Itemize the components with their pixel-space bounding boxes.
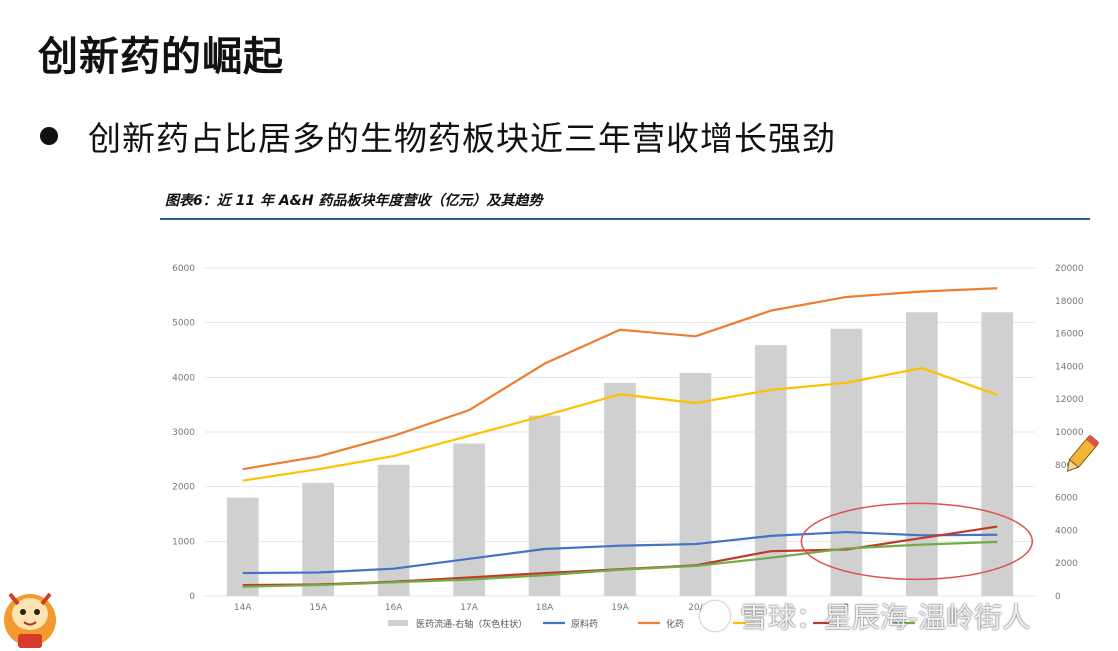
y-right-tick-label: 0: [1055, 592, 1061, 602]
slide-title: 创新药的崛起: [38, 34, 284, 80]
y-left-tick-label: 4000: [172, 373, 195, 383]
y-right-tick-label: 12000: [1055, 395, 1084, 405]
y-right-tick-label: 20000: [1055, 264, 1084, 274]
legend-label: 原料药: [571, 618, 598, 630]
series-line: [242, 287, 998, 471]
figure-rule: [160, 218, 1090, 220]
bar: [981, 312, 1014, 596]
y-left-tick-label: 2000: [172, 483, 195, 493]
x-tick-label: 19A: [611, 603, 629, 613]
y-right-tick-label: 18000: [1055, 297, 1084, 307]
x-tick-label: 16A: [385, 603, 403, 613]
y-left-tick-label: 6000: [172, 264, 195, 274]
bar: [528, 415, 561, 596]
bar: [830, 328, 863, 596]
bar: [604, 382, 636, 596]
x-tick-label: 20/: [688, 603, 703, 613]
y-right-tick-label: 14000: [1055, 362, 1084, 372]
x-tick-label: 18A: [536, 603, 554, 613]
legend-swatch: [388, 620, 408, 626]
y-left-tick-label: 3000: [172, 428, 195, 438]
annotation-ellipse: [800, 502, 1034, 581]
pencil-icon: [1066, 435, 1100, 472]
bar: [453, 443, 485, 596]
x-tick-label: 15A: [309, 603, 327, 613]
legend-label: 化药: [666, 618, 684, 630]
y-right-tick-label: 4000: [1055, 526, 1078, 536]
x-tick-label: 2: [843, 603, 849, 613]
y-right-tick-label: 8000: [1055, 461, 1078, 471]
series-line: [242, 366, 998, 482]
dragon-mascot-icon: [4, 592, 56, 648]
bullet-point: 创新药占比居多的生物药板块近三年营收增长强劲: [40, 112, 836, 160]
bullet-dot: [40, 127, 58, 145]
series-line: [242, 540, 998, 588]
y-left-tick-label: 5000: [172, 319, 195, 329]
bar: [905, 312, 938, 596]
figure-caption: 图表6：近 11 年 A&H 药品板块年度营收（亿元）及其趋势: [165, 193, 543, 209]
bar: [302, 482, 335, 596]
y-left-tick-label: 1000: [172, 537, 195, 547]
bar: [226, 497, 259, 596]
series-line: [242, 530, 998, 575]
bar: [377, 464, 410, 596]
x-tick-label: 17A: [460, 603, 478, 613]
y-left-tick-label: 0: [189, 592, 195, 602]
y-right-tick-label: 6000: [1055, 494, 1078, 504]
bullet-text: 创新药占比居多的生物药板块近三年营收增长强劲: [88, 119, 836, 158]
y-right-tick-label: 2000: [1055, 559, 1078, 569]
x-tick-label: 14A: [234, 603, 252, 613]
y-right-tick-label: 10000: [1055, 428, 1084, 438]
watermark-text: 雪球：星辰海-温岭街人: [740, 601, 1031, 634]
bar: [679, 372, 712, 596]
xueqiu-logo-icon: [700, 601, 730, 631]
legend-label: 医药流通-右轴（灰色柱状）: [416, 618, 527, 630]
watermark: 雪球：星辰海-温岭街人: [700, 596, 1030, 636]
y-right-tick-label: 16000: [1055, 330, 1084, 340]
